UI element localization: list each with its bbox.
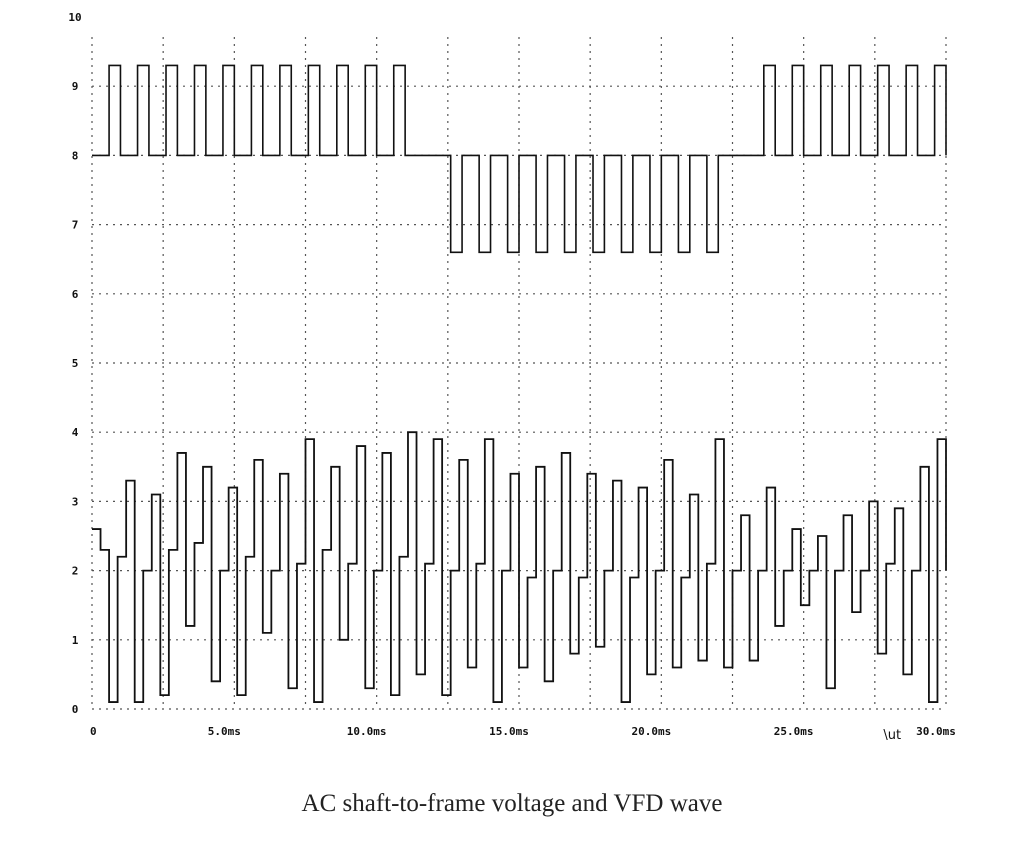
y-tick-label: 1: [72, 634, 79, 647]
y-tick-label: 2: [72, 565, 79, 578]
y-tick-label: 9: [72, 80, 79, 93]
x-tick-label: 30.0ms: [916, 725, 956, 738]
y-tick-label: 0: [72, 703, 79, 716]
chart-annotation: \ut: [883, 728, 901, 743]
series-line-spikes: [92, 431, 947, 703]
x-tick-label: 10.0ms: [347, 725, 387, 738]
y-tick-label: 10: [68, 11, 81, 24]
x-tick-label: 0: [90, 725, 97, 738]
y-tick-label: 5: [72, 357, 79, 370]
series-line-pulse-train: [92, 64, 947, 254]
y-tick-label: 6: [72, 288, 79, 301]
figure-caption: AC shaft-to-frame voltage and VFD wave: [301, 790, 723, 817]
y-tick-label: 4: [72, 426, 79, 439]
x-tick-label: 15.0ms: [489, 725, 529, 738]
x-tick-label: 25.0ms: [774, 725, 814, 738]
y-tick-label: 7: [72, 219, 79, 232]
x-tick-label: 5.0ms: [208, 725, 241, 738]
x-tick-label: 20.0ms: [631, 725, 671, 738]
y-tick-label: 8: [72, 149, 79, 162]
y-tick-label: 3: [72, 495, 79, 508]
oscilloscope-chart: 0 1 2 3 4 5 6 7 8 9 10 0 5.0ms 10.0ms 15.0ms 20.0ms 25.0…: [68, 11, 956, 743]
